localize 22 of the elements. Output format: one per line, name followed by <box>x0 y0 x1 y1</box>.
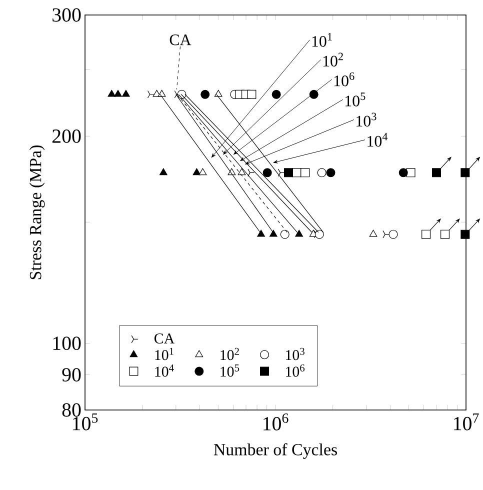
legend-label: 10$^{4}$ <box>155 364 174 377</box>
x-axis-title: Number of Cycles <box>214 443 337 459</box>
annotation: 10$^{5}$ <box>346 92 366 106</box>
legend-label: 10$^{2}$ <box>220 348 239 360</box>
legend-label: CA <box>154 333 175 344</box>
annotation: CA <box>170 34 192 46</box>
legend-label: 10$^{5}$ <box>220 364 240 377</box>
x-tick-label: 10$^{6}$ <box>264 414 288 430</box>
y-tick-label: 100 <box>53 336 81 350</box>
legend-label: 10$^{6}$ <box>286 364 305 377</box>
annotation: 10$^{4}$ <box>368 132 388 147</box>
legend-label: 10$^{1}$ <box>155 348 174 360</box>
y-tick-label: 200 <box>52 129 81 143</box>
y-axis-title: Stress Range (MPa) <box>29 145 45 280</box>
annotation: 10$^{6}$ <box>334 72 354 86</box>
legend-label: 10$^{3}$ <box>286 348 304 360</box>
annotation: 10$^{1}$ <box>312 32 332 47</box>
annotation: 10$^{3}$ <box>356 112 376 127</box>
annotation: 10$^{2}$ <box>323 52 343 67</box>
x-tick-label: 10$^{7}$ <box>454 413 479 430</box>
y-tick-label: 300 <box>52 8 81 22</box>
y-tick-label: 90 <box>62 368 81 382</box>
